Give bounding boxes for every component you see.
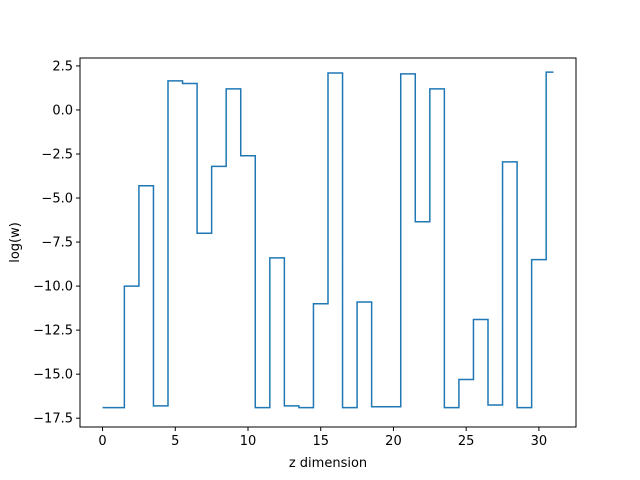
- x-tick-label: 0: [98, 434, 106, 449]
- x-tick-label: 15: [312, 434, 329, 449]
- x-tick-label: 5: [171, 434, 179, 449]
- x-axis-label: z dimension: [289, 456, 367, 471]
- series-line-0: [102, 71, 554, 409]
- y-tick-label: −2.5: [41, 147, 73, 162]
- y-tick-label: 0.0: [52, 103, 73, 118]
- y-tick-label: −10.0: [33, 280, 73, 295]
- y-axis: 2.5 0.0 −2.5 −5.0 −7.5 −10.0 −12.5 −15.0 −17.5: [33, 59, 80, 427]
- y-tick-label: −15.0: [33, 368, 73, 383]
- x-tick-label: 30: [531, 434, 548, 449]
- y-axis-label: log(w): [8, 222, 23, 263]
- y-tick-label: −7.5: [41, 236, 73, 251]
- y-tick-label: −12.5: [33, 324, 73, 339]
- y-tick-label: −5.0: [41, 192, 73, 207]
- series-layer: [102, 71, 554, 409]
- x-tick-label: 20: [385, 434, 402, 449]
- y-tick-label: 2.5: [52, 59, 73, 74]
- x-axis: 0 5 10 15 20 25 30: [98, 427, 547, 449]
- x-tick-label: 25: [458, 434, 475, 449]
- x-tick-label: 10: [240, 434, 257, 449]
- y-tick-label: −17.5: [33, 412, 73, 427]
